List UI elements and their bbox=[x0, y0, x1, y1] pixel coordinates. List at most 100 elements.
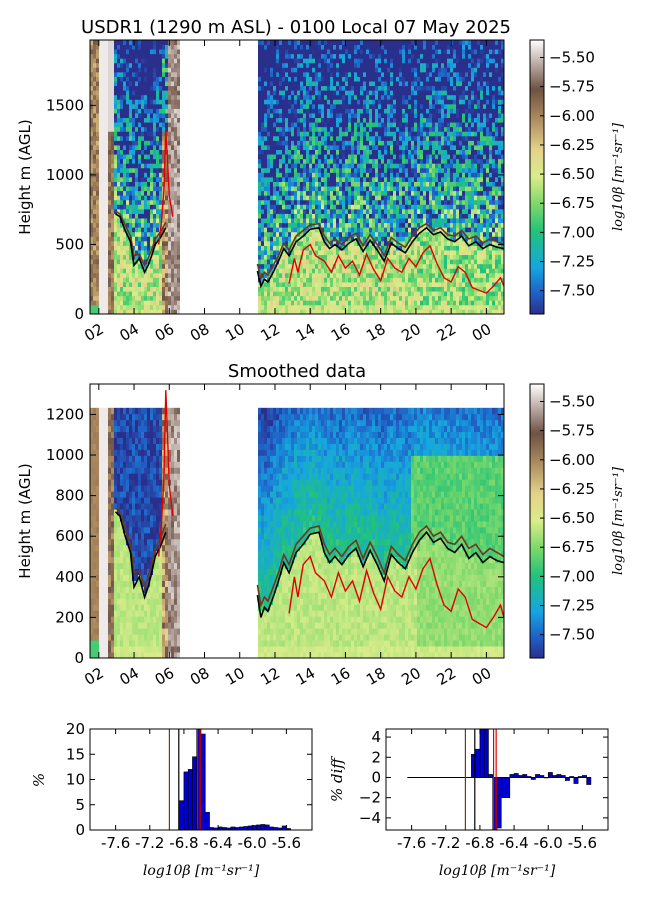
heatmap-cell bbox=[189, 277, 193, 283]
heatmap-cell bbox=[255, 117, 259, 123]
heatmap-cell bbox=[255, 122, 259, 128]
heatmap-cell bbox=[231, 236, 235, 242]
heatmap-cell bbox=[186, 126, 190, 132]
heatmap-cell bbox=[177, 295, 181, 301]
heatmap-cell bbox=[201, 199, 205, 205]
heatmap-cell bbox=[276, 49, 280, 55]
heatmap-cell bbox=[282, 135, 286, 141]
heatmap-cell bbox=[327, 140, 331, 146]
heatmap-cell bbox=[186, 199, 190, 205]
heatmap-cell bbox=[144, 135, 148, 141]
heatmap-cell bbox=[168, 158, 172, 164]
heatmap-cell bbox=[288, 163, 292, 169]
heatmap-cell bbox=[180, 126, 184, 132]
heatmap-cell bbox=[243, 140, 247, 146]
heatmap-cell bbox=[114, 44, 118, 50]
heatmap-cell bbox=[336, 40, 340, 45]
heatmap-cell bbox=[216, 204, 220, 210]
heatmap-cell bbox=[234, 131, 238, 137]
heatmap-cell bbox=[210, 268, 214, 274]
heatmap-cell bbox=[171, 272, 175, 278]
heatmap-cell bbox=[177, 117, 181, 123]
heatmap-cell bbox=[198, 309, 202, 315]
heatmap-cell bbox=[297, 286, 301, 292]
heatmap-cell bbox=[132, 145, 136, 150]
heatmap-cell bbox=[129, 263, 133, 269]
heatmap-cell bbox=[177, 122, 181, 128]
heatmap-cell bbox=[147, 250, 151, 256]
heatmap-cell bbox=[180, 49, 184, 55]
heatmap-cell bbox=[321, 99, 325, 105]
heatmap-cell bbox=[291, 44, 295, 50]
heatmap-cell bbox=[90, 282, 94, 287]
heatmap-cell bbox=[192, 149, 196, 155]
heatmap-cell bbox=[246, 76, 250, 82]
heatmap-cell bbox=[144, 62, 148, 68]
heatmap-cell bbox=[135, 268, 139, 274]
heatmap-cell bbox=[234, 140, 238, 146]
heatmap-cell bbox=[294, 309, 298, 315]
heatmap-cell bbox=[210, 76, 214, 82]
heatmap-cell bbox=[198, 108, 202, 114]
heatmap-cell bbox=[312, 145, 316, 150]
heatmap-cell bbox=[156, 122, 160, 128]
heatmap-cell bbox=[156, 145, 160, 150]
heatmap-cell bbox=[90, 250, 94, 256]
heatmap-cell bbox=[273, 186, 277, 192]
heatmap-cell bbox=[159, 259, 163, 265]
heatmap-cell bbox=[321, 71, 325, 77]
heatmap-cell bbox=[132, 122, 136, 128]
heatmap-cell bbox=[219, 208, 223, 214]
heatmap-cell bbox=[327, 163, 331, 169]
heatmap-cell bbox=[168, 204, 172, 210]
heatmap-cell bbox=[276, 268, 280, 274]
heatmap-cell bbox=[252, 254, 256, 260]
heatmap-cell bbox=[336, 44, 340, 50]
heatmap-cell bbox=[321, 254, 325, 260]
heatmap-cell bbox=[252, 213, 256, 219]
heatmap-cell bbox=[198, 282, 202, 287]
heatmap-cell bbox=[297, 213, 301, 219]
heatmap-cell bbox=[138, 99, 142, 105]
heatmap-cell bbox=[129, 204, 133, 210]
heatmap-cell bbox=[285, 81, 289, 87]
heatmap-cell bbox=[153, 272, 157, 278]
heatmap-cell bbox=[321, 53, 325, 59]
heatmap-cell bbox=[99, 268, 103, 274]
heatmap-cell bbox=[216, 163, 220, 169]
heatmap-cell bbox=[306, 291, 310, 297]
heatmap-cell bbox=[93, 240, 97, 246]
heatmap-cell bbox=[120, 149, 124, 155]
heatmap-cell bbox=[336, 309, 340, 315]
heatmap-cell bbox=[309, 231, 313, 237]
heatmap-cell bbox=[255, 58, 259, 64]
heatmap-cell bbox=[306, 218, 310, 224]
heatmap-cell bbox=[198, 103, 202, 109]
heatmap-cell bbox=[210, 94, 214, 100]
heatmap-cell bbox=[159, 236, 163, 242]
heatmap-cell bbox=[105, 44, 109, 50]
heatmap-cell bbox=[99, 163, 103, 169]
heatmap-cell bbox=[330, 113, 334, 119]
heatmap-cell bbox=[222, 76, 226, 82]
heatmap-cell bbox=[132, 177, 136, 182]
heatmap-cell bbox=[102, 240, 106, 246]
heatmap-cell bbox=[183, 163, 187, 169]
heatmap-cell bbox=[315, 49, 319, 55]
heatmap-cell bbox=[309, 122, 313, 128]
heatmap-cell bbox=[168, 282, 172, 287]
heatmap-cell bbox=[129, 58, 133, 64]
heatmap-cell bbox=[177, 204, 181, 210]
heatmap-cell bbox=[174, 49, 178, 55]
heatmap-cell bbox=[318, 177, 322, 182]
heatmap-cell bbox=[144, 158, 148, 164]
heatmap-cell bbox=[246, 295, 250, 301]
heatmap-cell bbox=[216, 245, 220, 251]
heatmap-cell bbox=[201, 131, 205, 137]
heatmap-cell bbox=[228, 131, 232, 137]
heatmap-cell bbox=[210, 300, 214, 306]
heatmap-cell bbox=[108, 167, 112, 173]
heatmap-cell bbox=[309, 94, 313, 100]
heatmap-cell bbox=[222, 254, 226, 260]
heatmap-cell bbox=[108, 272, 112, 278]
